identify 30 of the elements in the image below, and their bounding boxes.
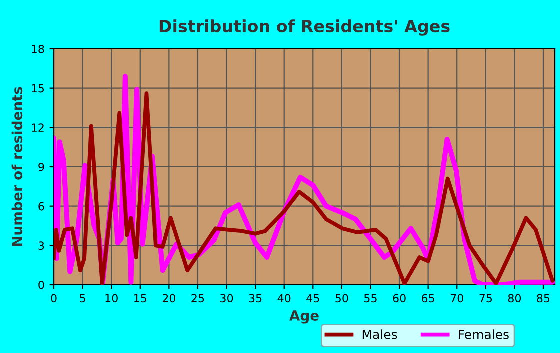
legend-label: Females xyxy=(459,330,509,340)
x-tick-label: 50 xyxy=(336,294,348,303)
y-axis-title: Number of residents xyxy=(12,87,23,246)
x-tick-label: 15 xyxy=(134,294,146,303)
x-tick-label: 45 xyxy=(306,294,320,303)
x-tick-label: 65 xyxy=(422,294,434,303)
x-tick-label: 10 xyxy=(106,294,118,303)
x-tick-label: 5 xyxy=(80,294,86,303)
y-tick-label: 9 xyxy=(38,162,44,172)
x-tick-label: 55 xyxy=(364,294,377,303)
x-tick-label: 0 xyxy=(51,294,57,303)
y-tick-label: 0 xyxy=(38,280,44,290)
x-axis-title: Age xyxy=(290,310,319,324)
x-tick-label: 75 xyxy=(480,294,492,303)
y-tick-label: 15 xyxy=(32,84,44,93)
x-tick-label: 35 xyxy=(249,294,262,303)
x-tick-label: 40 xyxy=(278,294,291,303)
x-tick-label: 30 xyxy=(220,294,234,303)
x-tick-label: 70 xyxy=(450,294,464,303)
x-tick-label: 25 xyxy=(192,294,204,303)
x-tick-label: 60 xyxy=(393,294,406,303)
y-tick-label: 6 xyxy=(38,202,44,211)
chart-title: Distribution of Residents' Ages xyxy=(160,20,450,36)
x-tick-label: 85 xyxy=(537,294,550,303)
y-tick-label: 12 xyxy=(32,124,44,132)
y-tick-label: 18 xyxy=(32,44,44,54)
y-tick-label: 3 xyxy=(38,242,44,250)
x-tick-label: 20 xyxy=(162,294,176,303)
legend-label: Males xyxy=(362,330,398,340)
x-tick-label: 80 xyxy=(508,294,522,303)
